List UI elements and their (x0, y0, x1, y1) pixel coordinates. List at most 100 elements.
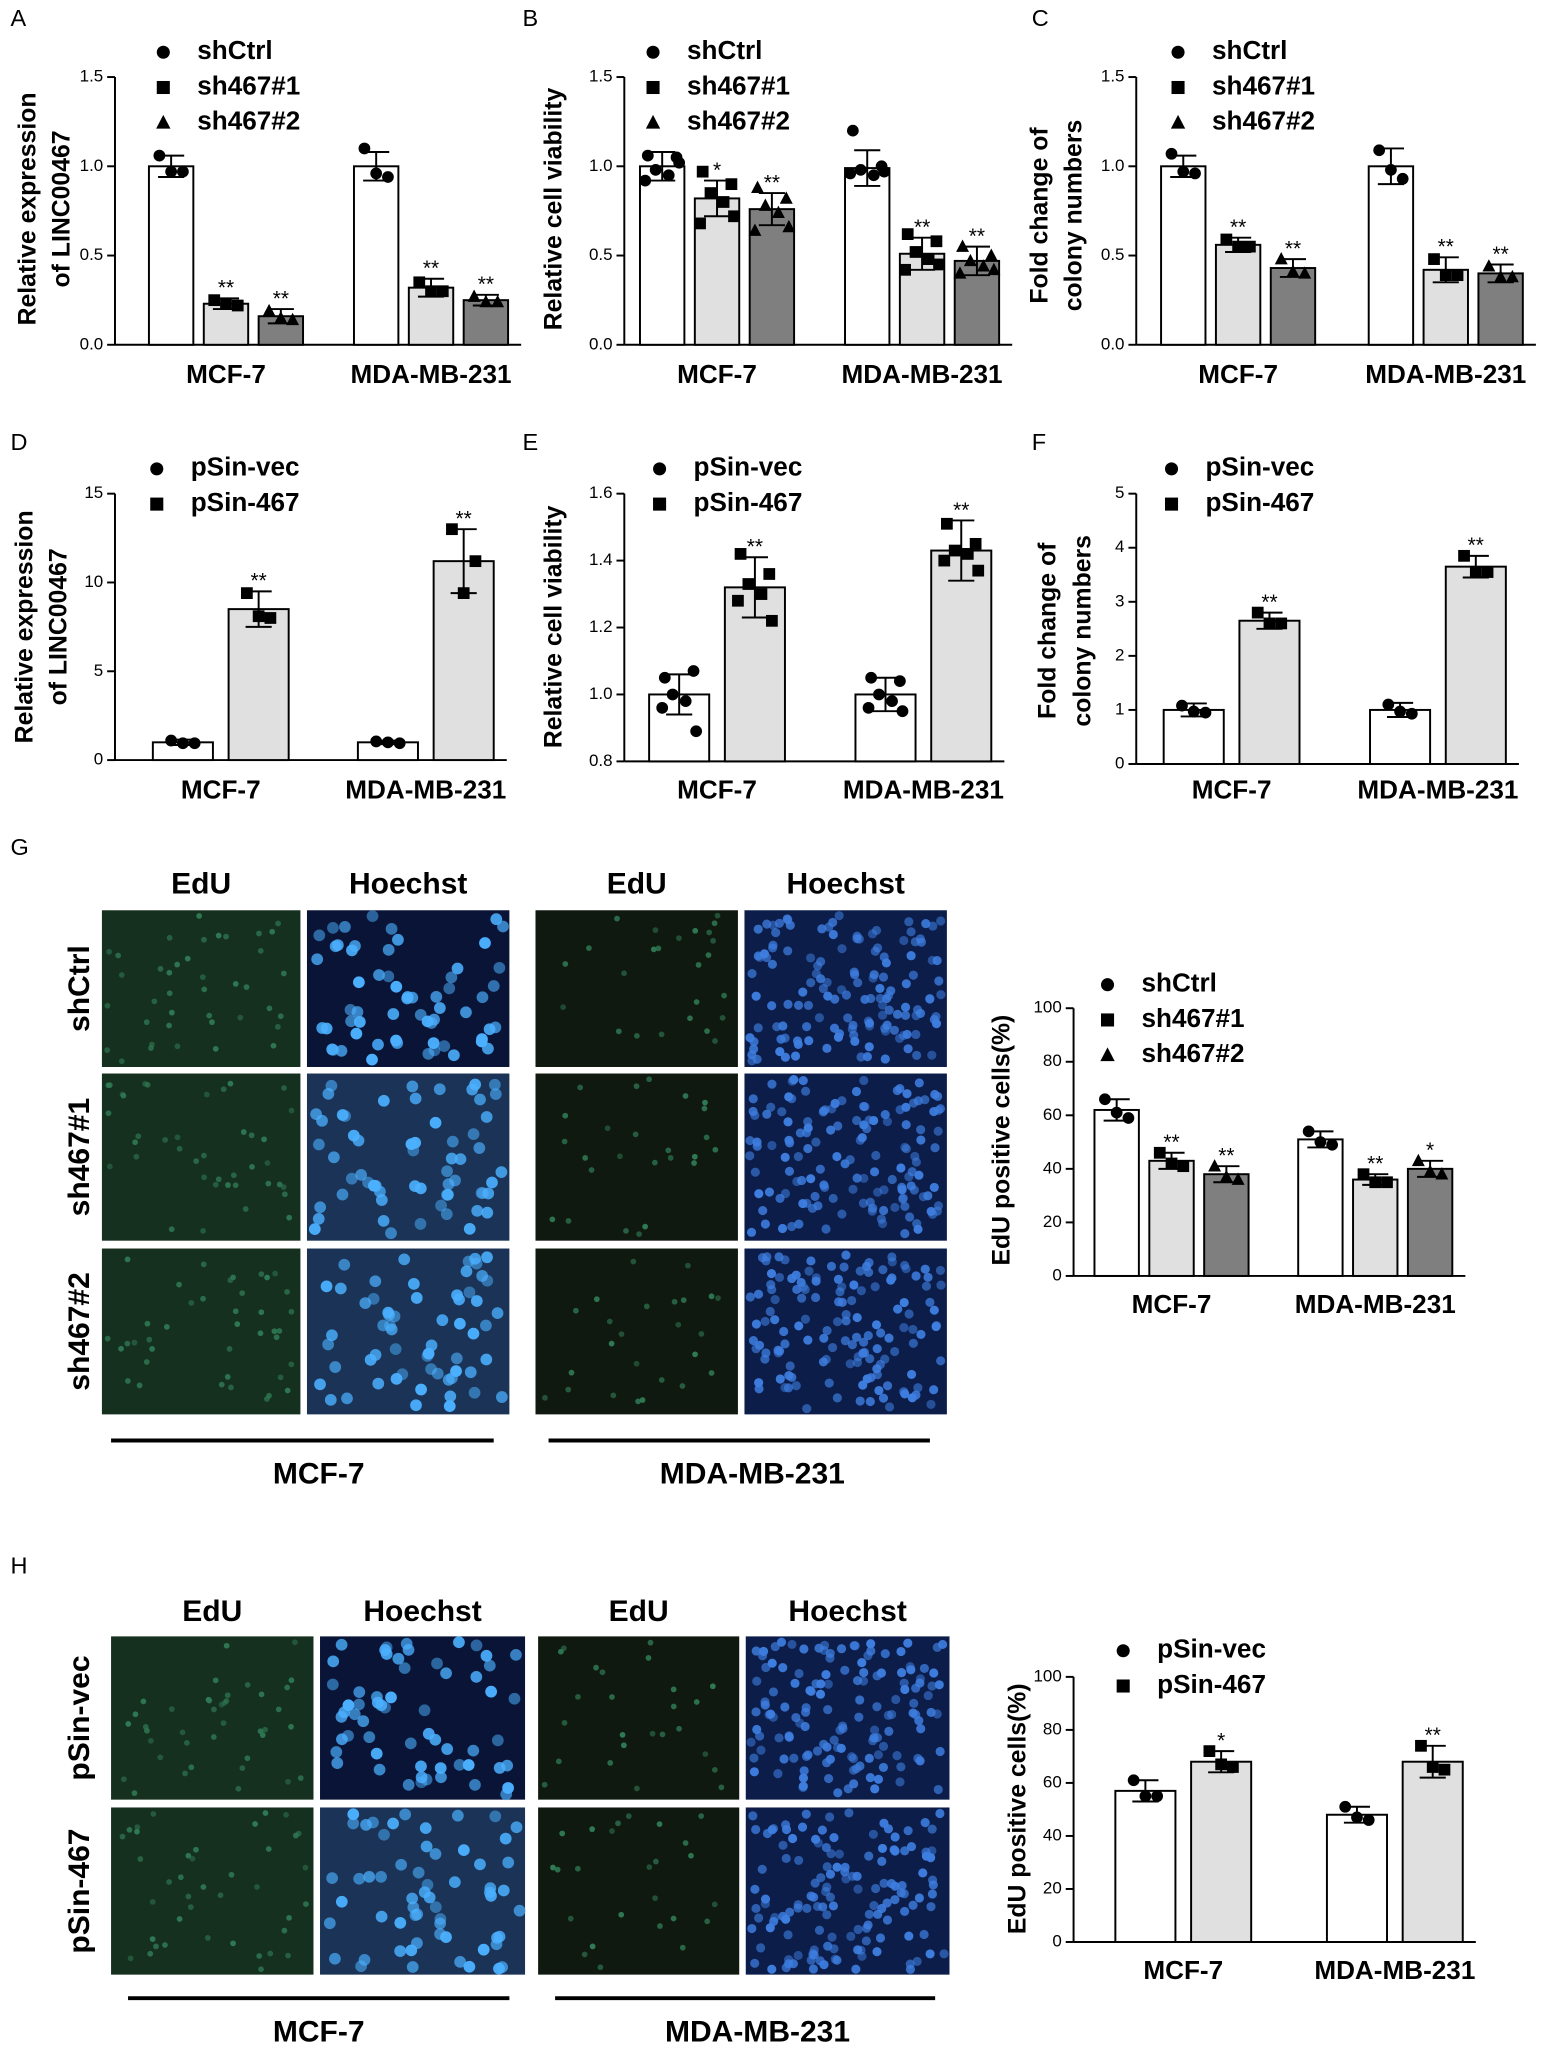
cell (892, 1751, 902, 1761)
cell (324, 1394, 337, 1406)
significance-label: ** (1230, 216, 1246, 239)
cell (599, 1669, 606, 1676)
cell (345, 1015, 357, 1028)
significance-label: ** (423, 257, 439, 280)
cell (910, 1151, 920, 1161)
cell (463, 1286, 476, 1299)
cell (774, 1272, 785, 1282)
cell (803, 1335, 813, 1345)
legend-label: shCtrl (1212, 35, 1287, 65)
cell (410, 1292, 423, 1304)
cell (454, 1317, 466, 1330)
cell (395, 1858, 408, 1871)
cell (656, 1821, 663, 1828)
data-point (725, 178, 738, 191)
cell (369, 1275, 382, 1288)
cell (149, 1041, 155, 1048)
cell (812, 1746, 823, 1756)
cell (137, 1856, 144, 1862)
cell (338, 1258, 351, 1271)
y-axis-label: colony numbers (1070, 535, 1097, 727)
cell (775, 1047, 785, 1057)
cell (398, 1662, 411, 1674)
panel-label: B (522, 5, 538, 31)
cell (874, 1385, 884, 1396)
cell (892, 1009, 903, 1019)
cell (797, 1822, 808, 1832)
cell (147, 1737, 154, 1744)
cell (712, 1038, 718, 1044)
cell (768, 1824, 779, 1834)
cell (126, 1826, 133, 1833)
cell (232, 1308, 239, 1315)
cell (133, 1153, 140, 1160)
cell (840, 1665, 850, 1675)
cell (751, 1646, 761, 1656)
cell (750, 1110, 760, 1121)
cell (714, 912, 721, 919)
cell (554, 1866, 561, 1873)
cell (183, 1740, 190, 1746)
cell (239, 1765, 246, 1771)
cell (754, 1189, 764, 1199)
legend-label: pSin-467 (694, 487, 803, 517)
cell (822, 1910, 832, 1920)
group-label: MDA-MB-231 (665, 2015, 850, 2048)
cell (248, 1132, 255, 1139)
cell (312, 1213, 325, 1225)
cell (746, 1737, 756, 1747)
cell (850, 1036, 860, 1046)
cell (454, 1153, 467, 1166)
cell (877, 1856, 887, 1866)
cell (347, 1129, 360, 1142)
cell (176, 1281, 182, 1288)
data-point (1286, 264, 1300, 277)
cell (153, 1943, 159, 1950)
cell (911, 1271, 921, 1281)
cell (419, 1822, 432, 1835)
cell (193, 1158, 200, 1164)
cell (692, 1351, 698, 1358)
cell (823, 1941, 833, 1951)
cell (420, 1840, 433, 1853)
cell (125, 1721, 132, 1727)
data-point (1220, 233, 1233, 246)
data-point (658, 671, 671, 684)
micrograph (535, 1073, 738, 1241)
cell (326, 1872, 339, 1885)
cell (873, 1774, 884, 1784)
cell (872, 1344, 882, 1354)
cells (104, 1256, 295, 1402)
cell (242, 1206, 249, 1212)
cell (855, 1761, 865, 1771)
cell (776, 1637, 787, 1647)
cell (826, 1125, 836, 1135)
cell (467, 1128, 480, 1140)
cell (852, 934, 862, 944)
data-point (961, 548, 974, 560)
cell (451, 962, 464, 975)
cell (757, 1253, 768, 1263)
data-point (846, 124, 859, 137)
data-point (1423, 1164, 1437, 1177)
cell (489, 1088, 502, 1101)
cell (345, 1172, 358, 1185)
cell (870, 946, 880, 956)
data-point (941, 517, 953, 530)
cell (908, 1338, 918, 1348)
cell (803, 1123, 813, 1133)
cell (486, 1176, 498, 1189)
significance-label: * (1426, 1139, 1434, 1162)
cell (252, 1821, 258, 1827)
cell (918, 1192, 928, 1202)
cell (899, 1323, 909, 1333)
data-point (687, 665, 700, 677)
cell (375, 1699, 388, 1712)
y-tick-label: 20 (1043, 1212, 1062, 1231)
cell (721, 992, 727, 999)
cell (927, 1824, 937, 1834)
cell (885, 1402, 895, 1412)
cell (816, 957, 826, 967)
cell (377, 1094, 390, 1107)
cell (905, 1964, 916, 1974)
